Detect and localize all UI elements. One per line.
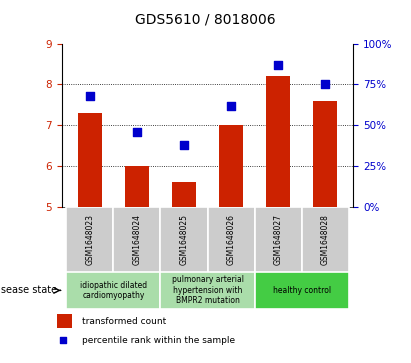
Text: GSM1648025: GSM1648025 <box>180 214 189 265</box>
FancyBboxPatch shape <box>160 272 255 309</box>
FancyBboxPatch shape <box>160 207 208 272</box>
Point <box>228 103 234 109</box>
Text: GSM1648028: GSM1648028 <box>321 214 330 265</box>
FancyBboxPatch shape <box>208 207 255 272</box>
Bar <box>57 314 72 328</box>
Text: disease state: disease state <box>0 285 58 295</box>
Bar <box>314 101 337 207</box>
Bar <box>219 125 243 207</box>
Point <box>275 62 282 68</box>
Point <box>87 93 93 99</box>
FancyBboxPatch shape <box>66 272 160 309</box>
Point <box>181 142 187 148</box>
Point <box>60 338 66 343</box>
Text: pulmonary arterial
hypertension with
BMPR2 mutation: pulmonary arterial hypertension with BMP… <box>171 276 244 305</box>
Bar <box>125 166 149 207</box>
Text: healthy control: healthy control <box>272 286 331 295</box>
FancyBboxPatch shape <box>255 272 349 309</box>
Point <box>134 129 140 135</box>
Text: GDS5610 / 8018006: GDS5610 / 8018006 <box>135 13 276 27</box>
Text: transformed count: transformed count <box>81 317 166 326</box>
FancyBboxPatch shape <box>302 207 349 272</box>
FancyBboxPatch shape <box>66 207 113 272</box>
Text: GSM1648023: GSM1648023 <box>85 214 95 265</box>
Bar <box>266 76 290 207</box>
Text: GSM1648027: GSM1648027 <box>274 214 283 265</box>
Text: idiopathic dilated
cardiomyopathy: idiopathic dilated cardiomyopathy <box>80 281 147 300</box>
Text: GSM1648026: GSM1648026 <box>226 214 236 265</box>
FancyBboxPatch shape <box>255 207 302 272</box>
Text: percentile rank within the sample: percentile rank within the sample <box>81 336 235 345</box>
Bar <box>172 182 196 207</box>
Text: GSM1648024: GSM1648024 <box>132 214 141 265</box>
Bar <box>78 113 102 207</box>
FancyBboxPatch shape <box>113 207 160 272</box>
Point <box>322 81 328 87</box>
